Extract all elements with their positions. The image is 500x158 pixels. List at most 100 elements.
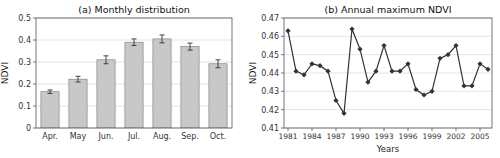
- y-tick: [33, 40, 36, 41]
- bar: [181, 47, 199, 128]
- error-cap: [188, 43, 193, 44]
- bar: [41, 92, 59, 128]
- x-tick: [288, 128, 289, 131]
- y-tick-label: 0: [26, 124, 31, 133]
- marker: [445, 52, 450, 57]
- chart-line: 0.410.420.430.440.450.460.47198119841987…: [248, 4, 492, 154]
- error-bar: [76, 76, 81, 82]
- marker: [333, 98, 338, 103]
- y-tick-label: 0.3: [18, 58, 31, 67]
- y-tick: [281, 91, 284, 92]
- y-tick: [281, 128, 284, 129]
- y-tick-label: 0.41: [261, 124, 279, 133]
- y-tick-label: 0.46: [261, 32, 279, 41]
- x-tick: [432, 128, 433, 131]
- marker: [397, 69, 402, 74]
- y-axis-label: NDVI: [248, 62, 258, 84]
- marker: [461, 83, 466, 88]
- title: (a) Monthly distribution: [78, 4, 189, 15]
- x-tick: [408, 128, 409, 131]
- marker: [357, 47, 362, 52]
- y-tick-label: 0.1: [18, 102, 31, 111]
- y-tick-label: 0.43: [261, 87, 279, 96]
- error-bar: [216, 60, 221, 68]
- marker: [469, 83, 474, 88]
- x-tick-label: 1981: [278, 132, 297, 141]
- x-axis-label: Years: [376, 144, 400, 154]
- y-tick-label: 0.2: [18, 80, 31, 89]
- marker: [405, 61, 410, 66]
- x-tick: [312, 128, 313, 131]
- bar: [69, 79, 87, 128]
- x-tick-label: Jun.: [97, 132, 113, 141]
- marker: [485, 67, 490, 72]
- x-tick-label: 1999: [422, 132, 441, 141]
- error-cap: [48, 89, 53, 90]
- x-tick-label: 1987: [326, 132, 345, 141]
- y-tick-label: 0.45: [261, 51, 279, 60]
- error-cap: [160, 42, 165, 43]
- marker: [341, 111, 346, 116]
- y-axis-label: NDVI: [0, 62, 10, 84]
- x-tick-label: 2002: [446, 132, 465, 141]
- error-bar: [188, 43, 193, 50]
- error-cap: [104, 63, 109, 64]
- error-bar: [132, 39, 137, 46]
- y-tick: [281, 109, 284, 110]
- error-stem: [50, 90, 51, 94]
- grid-line: [284, 109, 492, 110]
- marker: [365, 80, 370, 85]
- x-tick-label: Oct.: [210, 132, 226, 141]
- plot-area: [285, 26, 490, 116]
- marker: [429, 89, 434, 94]
- y-tick-label: 0.5: [18, 14, 31, 23]
- error-cap: [216, 59, 221, 60]
- chart-bar: 00.10.20.30.40.5Apr.MayJun.Jul.Aug.Sep.O…: [0, 4, 232, 141]
- error-stem: [134, 39, 135, 46]
- error-bar: [104, 56, 109, 64]
- line: [288, 29, 488, 113]
- grid-line: [284, 36, 492, 37]
- bar: [125, 42, 143, 128]
- marker: [413, 87, 418, 92]
- error-cap: [132, 45, 137, 46]
- marker: [285, 28, 290, 33]
- x-tick-label: 2005: [470, 132, 489, 141]
- y-tick-label: 0.4: [18, 36, 31, 45]
- error-stem: [218, 60, 219, 68]
- y-tick: [281, 54, 284, 55]
- error-cap: [76, 76, 81, 77]
- plot-area: [41, 35, 227, 128]
- title: (b) Annual maximum NDVI: [325, 4, 452, 15]
- y-tick: [281, 18, 284, 19]
- x-tick-label: Sep.: [181, 132, 199, 141]
- x-tick: [360, 128, 361, 131]
- y-tick-label: 0.47: [261, 14, 279, 23]
- x-tick-label: Jul.: [127, 132, 140, 141]
- y-tick: [33, 62, 36, 63]
- x-tick-label: Apr.: [42, 132, 58, 141]
- x-tick-label: Aug.: [153, 132, 171, 141]
- plot-frame: [284, 18, 492, 128]
- x-tick: [336, 128, 337, 131]
- marker: [477, 61, 482, 66]
- marker: [301, 72, 306, 77]
- y-tick: [33, 18, 36, 19]
- x-tick: [480, 128, 481, 131]
- x-tick: [384, 128, 385, 131]
- error-cap: [48, 93, 53, 94]
- bar: [153, 39, 171, 128]
- error-cap: [160, 34, 165, 35]
- marker: [453, 43, 458, 48]
- x-tick-label: 1993: [374, 132, 393, 141]
- error-cap: [188, 50, 193, 51]
- x-tick-label: 1990: [350, 132, 369, 141]
- marker: [381, 43, 386, 48]
- y-tick: [33, 84, 36, 85]
- marker: [317, 63, 322, 68]
- error-stem: [162, 35, 163, 43]
- y-tick: [281, 36, 284, 37]
- error-cap: [76, 82, 81, 83]
- x-tick-label: 1984: [302, 132, 321, 141]
- marker: [325, 69, 330, 74]
